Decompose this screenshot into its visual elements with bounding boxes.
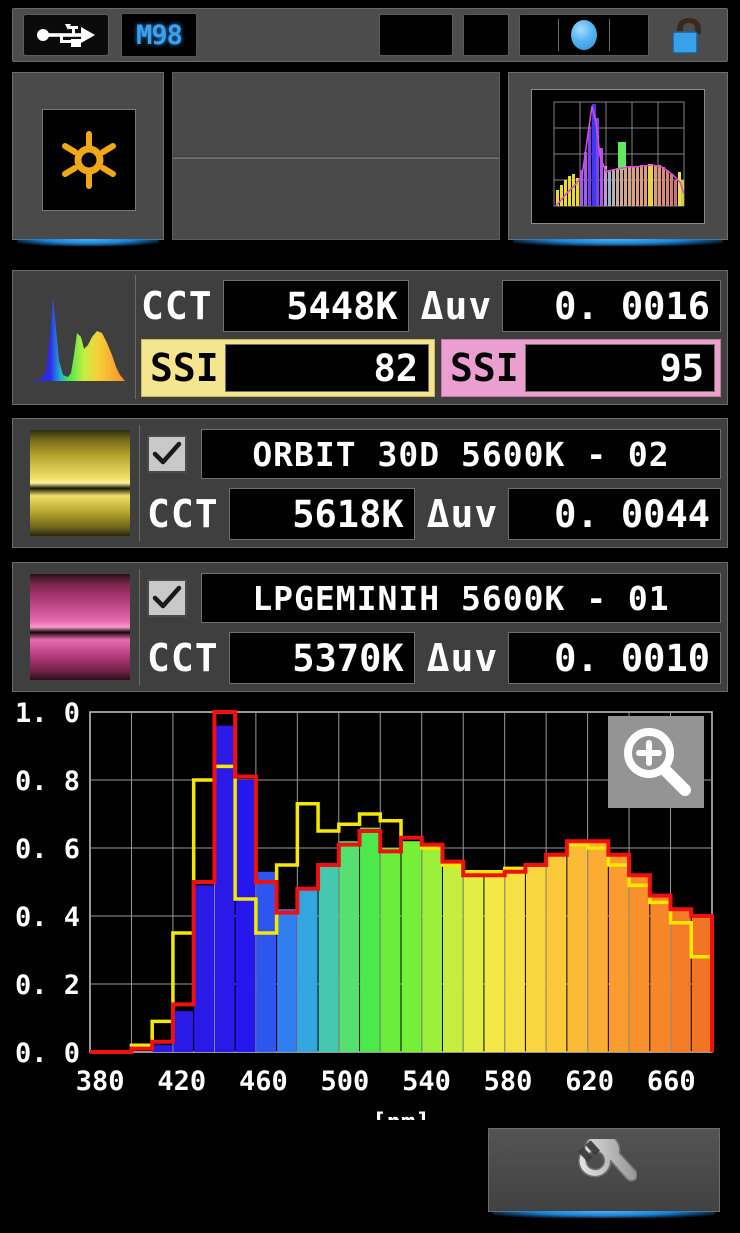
measurement-ssi-row: SSI 82 SSI 95 xyxy=(141,337,721,399)
light-source-mode-button[interactable] xyxy=(12,72,164,246)
svg-text:660: 660 xyxy=(647,1066,696,1097)
reference-1-values-row: CCT 5618K Δuv 0. 0044 xyxy=(147,485,721,543)
ssi-metric-1[interactable]: SSI 82 xyxy=(141,339,435,397)
reference-2-duv-label: Δuv xyxy=(426,636,499,680)
reference-1-duv-label: Δuv xyxy=(426,492,499,536)
reference-1-cct-label: CCT xyxy=(147,492,219,536)
ssi-value-1: 82 xyxy=(224,344,429,392)
status-slot-2[interactable] xyxy=(463,14,509,56)
svg-text:580: 580 xyxy=(484,1066,533,1097)
reference-1-name-row: ORBIT 30D 5600K - 02 xyxy=(147,425,721,483)
ssi-comparison-thumbnail-button[interactable] xyxy=(508,72,728,246)
zoom-in-magnifier-icon[interactable] xyxy=(608,716,704,808)
svg-text:0. 8: 0. 8 xyxy=(15,766,80,797)
reference-2-name-row: LPGEMINIH 5600K - 01 xyxy=(147,569,721,627)
sun-light-source-icon xyxy=(42,109,136,211)
reference-1-duv-value: 0. 0044 xyxy=(508,488,721,540)
usb-icon[interactable] xyxy=(23,14,109,56)
ssi-label-2: SSI xyxy=(450,346,519,390)
svg-text:0. 0: 0. 0 xyxy=(15,1038,80,1069)
duv-label: Δuv xyxy=(420,284,493,328)
svg-text:620: 620 xyxy=(565,1066,614,1097)
svg-text:420: 420 xyxy=(157,1066,206,1097)
svg-text:0. 6: 0. 6 xyxy=(15,834,80,865)
svg-text:500: 500 xyxy=(321,1066,370,1097)
svg-text:460: 460 xyxy=(239,1066,288,1097)
reference-2-name[interactable]: LPGEMINIH 5600K - 01 xyxy=(201,573,721,623)
unlocked-padlock-icon[interactable] xyxy=(661,13,717,57)
svg-text:[nm]: [nm] xyxy=(372,1108,430,1120)
bottom-toolbar xyxy=(12,1128,728,1226)
status-bar: M98 xyxy=(12,8,728,62)
reference-2-values-row: CCT 5370K Δuv 0. 0010 xyxy=(147,629,721,687)
svg-text:1. 0: 1. 0 xyxy=(15,702,80,729)
reference-2-cct-value: 5370K xyxy=(228,632,415,684)
swatch-cylinder xyxy=(30,430,130,536)
measurement-primary-row: CCT 5448K Δuv 0. 0016 xyxy=(141,276,721,336)
reference-2-duv-value: 0. 0010 xyxy=(508,632,721,684)
panel-active-glow xyxy=(17,239,159,246)
status-slot-1[interactable] xyxy=(379,14,453,56)
swatch-cylinder xyxy=(30,574,130,680)
ssi-comparison-thumbnail xyxy=(531,89,705,224)
panel-active-glow xyxy=(493,1211,715,1218)
memory-slot-label[interactable]: M98 xyxy=(121,13,197,57)
cct-value: 5448K xyxy=(222,280,409,332)
svg-text:0. 2: 0. 2 xyxy=(15,970,80,1001)
source-info-divider xyxy=(173,156,499,159)
reference-row-1: ORBIT 30D 5600K - 02 CCT 5618K Δuv 0. 00… xyxy=(12,418,728,548)
reference-2-cct-label: CCT xyxy=(147,636,219,680)
battery-dot-icon xyxy=(571,20,597,50)
spectrum-preview-icon[interactable] xyxy=(19,275,136,399)
svg-text:380: 380 xyxy=(76,1066,125,1097)
reference-color-swatch-magenta[interactable] xyxy=(21,569,140,685)
reference-1-checkbox[interactable] xyxy=(147,435,187,473)
svg-text:540: 540 xyxy=(402,1066,451,1097)
reference-color-swatch-yellow[interactable] xyxy=(21,425,140,541)
reference-2-checkbox[interactable] xyxy=(147,579,187,617)
duv-value: 0. 0016 xyxy=(502,280,721,332)
wrench-settings-icon[interactable] xyxy=(488,1128,720,1218)
ssi-value-2: 95 xyxy=(524,344,715,392)
reference-row-2: LPGEMINIH 5600K - 01 CCT 5370K Δuv 0. 00… xyxy=(12,562,728,692)
spectrum-chart[interactable]: 0. 0 0. 2 0. 4 0. 6 0. 8 1. 0 380 420 460 500 540 5… xyxy=(12,702,728,1120)
panel-active-glow xyxy=(513,239,723,246)
light-source-row xyxy=(12,72,728,246)
measurement-panel: CCT 5448K Δuv 0. 0016 SSI 82 SSI 95 xyxy=(12,270,728,405)
svg-text:0. 4: 0. 4 xyxy=(15,902,80,933)
source-info-panel[interactable] xyxy=(172,72,500,240)
ssi-label-1: SSI xyxy=(150,346,219,390)
reference-1-name[interactable]: ORBIT 30D 5600K - 02 xyxy=(201,429,721,479)
cct-label: CCT xyxy=(141,284,213,328)
ssi-metric-2[interactable]: SSI 95 xyxy=(441,339,721,397)
reference-1-cct-value: 5618K xyxy=(228,488,415,540)
battery-indicator[interactable] xyxy=(519,14,649,56)
